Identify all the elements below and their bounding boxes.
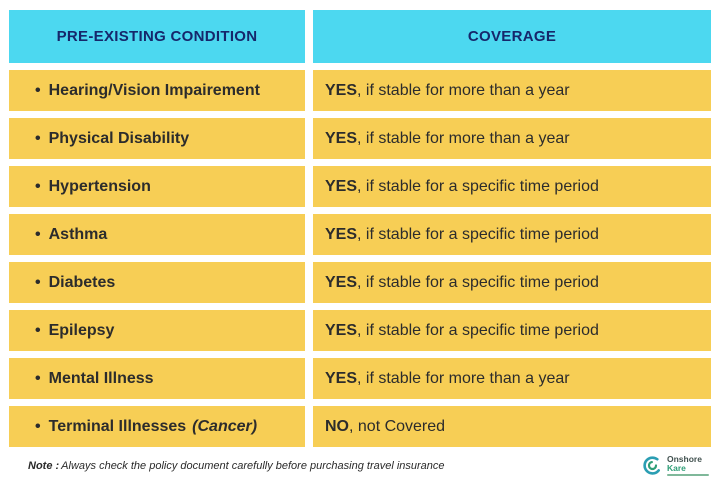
condition-cell: • Diabetes <box>9 262 305 303</box>
bullet-icon: • <box>35 321 41 339</box>
onshore-kare-logo: Onshore Kare <box>642 455 709 476</box>
footnote: Note : Always check the policy document c… <box>28 460 445 472</box>
footer: Note : Always check the policy document c… <box>9 455 711 476</box>
condition-cell: • Asthma <box>9 214 305 255</box>
coverage-detail: , not Covered <box>349 417 446 435</box>
condition-cell: • Physical Disability <box>9 118 305 159</box>
table-row: • Diabetes YES, if stable for a specific… <box>9 262 711 303</box>
coverage-detail: , if stable for a specific time period <box>357 321 599 339</box>
condition-label: Mental Illness <box>48 369 154 387</box>
coverage-cell: NO, not Covered <box>313 406 711 447</box>
coverage-answer: YES <box>325 129 358 147</box>
footnote-text: Always check the policy document careful… <box>61 459 445 472</box>
table-row: • Hearing/Vision Impairement YES, if sta… <box>9 70 711 111</box>
coverage-detail: , if stable for a specific time period <box>357 273 599 291</box>
footnote-label: Note : <box>28 459 60 472</box>
coverage-cell: YES, if stable for a specific time perio… <box>313 310 711 351</box>
logo-tagline <box>667 474 709 476</box>
condition-cell: • Hypertension <box>9 166 305 207</box>
condition-label: Hearing/Vision Impairement <box>48 81 260 99</box>
coverage-detail: , if stable for a specific time period <box>357 177 599 195</box>
coverage-answer: YES <box>325 81 358 99</box>
coverage-cell: YES, if stable for a specific time perio… <box>313 214 711 255</box>
header-coverage: COVERAGE <box>313 10 711 63</box>
coverage-cell: YES, if stable for more than a year <box>313 70 711 111</box>
coverage-detail: , if stable for more than a year <box>357 369 570 387</box>
condition-label: Terminal Illnesses <box>48 417 187 435</box>
condition-cell: • Epilepsy <box>9 310 305 351</box>
coverage-detail: , if stable for more than a year <box>357 129 570 147</box>
condition-label: Hypertension <box>48 177 151 195</box>
logo-text: Onshore Kare <box>667 455 709 476</box>
coverage-answer: YES <box>325 273 358 291</box>
bullet-icon: • <box>35 129 41 147</box>
coverage-detail: , if stable for a specific time period <box>357 225 599 243</box>
condition-cell: • Mental Illness <box>9 358 305 399</box>
coverage-answer: YES <box>325 177 358 195</box>
condition-label: Asthma <box>48 225 108 243</box>
bullet-icon: • <box>35 417 41 435</box>
coverage-cell: YES, if stable for a specific time perio… <box>313 166 711 207</box>
condition-cell: • Hearing/Vision Impairement <box>9 70 305 111</box>
table-row: • Mental Illness YES, if stable for more… <box>9 358 711 399</box>
condition-suffix: (Cancer) <box>192 417 258 435</box>
table-row: • Physical Disability YES, if stable for… <box>9 118 711 159</box>
coverage-answer: YES <box>325 225 358 243</box>
bullet-icon: • <box>35 225 41 243</box>
coverage-answer: YES <box>325 321 358 339</box>
coverage-cell: YES, if stable for a specific time perio… <box>313 262 711 303</box>
logo-line2: Kare <box>667 462 686 473</box>
coverage-answer: NO <box>325 417 349 435</box>
logo-circle-icon <box>643 456 662 475</box>
coverage-table: PRE-EXISTING CONDITION COVERAGE • Hearin… <box>9 10 711 447</box>
bullet-icon: • <box>35 177 41 195</box>
coverage-cell: YES, if stable for more than a year <box>313 118 711 159</box>
table-row: • Asthma YES, if stable for a specific t… <box>9 214 711 255</box>
table-rows: • Hearing/Vision Impairement YES, if sta… <box>9 63 711 447</box>
condition-label: Diabetes <box>48 273 116 291</box>
bullet-icon: • <box>35 369 41 387</box>
bullet-icon: • <box>35 81 41 99</box>
logo-line1: Onshore <box>667 454 702 464</box>
coverage-detail: , if stable for more than a year <box>357 81 570 99</box>
coverage-answer: YES <box>325 369 358 387</box>
condition-cell: • Terminal Illnesses (Cancer) <box>9 406 305 447</box>
coverage-cell: YES, if stable for more than a year <box>313 358 711 399</box>
condition-label: Epilepsy <box>48 321 115 339</box>
table-row: • Terminal Illnesses (Cancer) NO, not Co… <box>9 406 711 447</box>
bullet-icon: • <box>35 273 41 291</box>
table-row: • Hypertension YES, if stable for a spec… <box>9 166 711 207</box>
table-row: • Epilepsy YES, if stable for a specific… <box>9 310 711 351</box>
table-header-row: PRE-EXISTING CONDITION COVERAGE <box>9 10 711 63</box>
header-condition: PRE-EXISTING CONDITION <box>9 10 305 63</box>
condition-label: Physical Disability <box>48 129 190 147</box>
